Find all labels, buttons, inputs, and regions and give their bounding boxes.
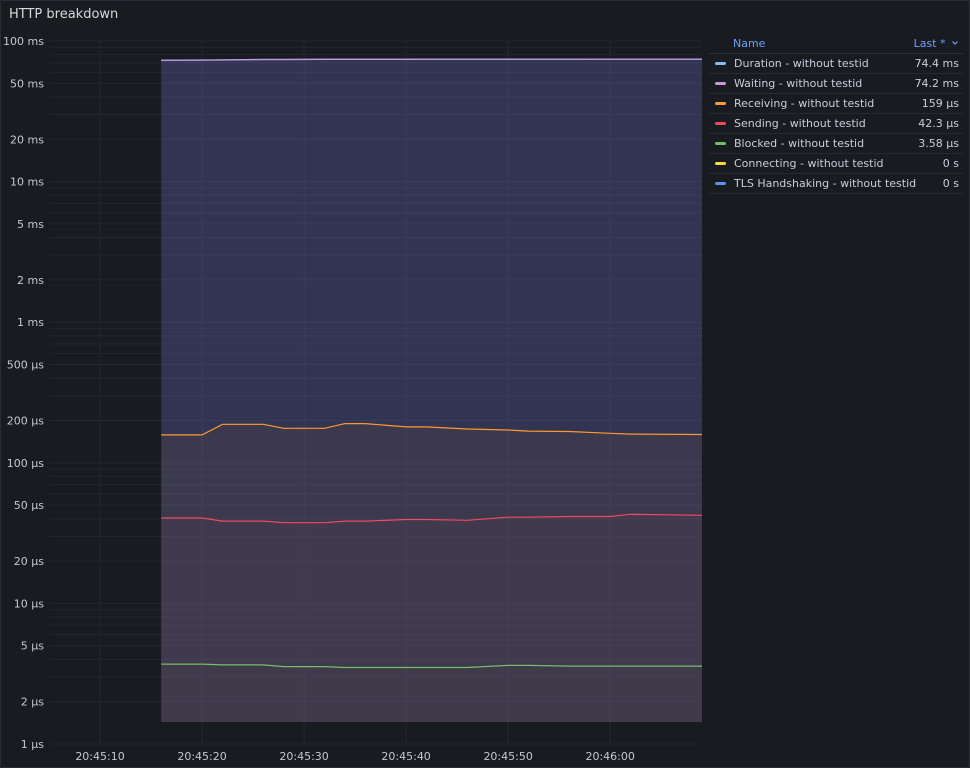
legend-series-name: Receiving - without testid bbox=[734, 97, 922, 110]
legend-name-name: TLS Handshaking bbox=[734, 177, 830, 190]
series-fill bbox=[161, 59, 702, 723]
legend-last-value: 159 µs bbox=[921, 97, 959, 110]
legend-series-name: Blocked - without testid bbox=[734, 137, 918, 150]
chart-grid bbox=[49, 40, 702, 745]
legend-name-sep: - bbox=[777, 137, 789, 150]
x-tick-label: 20:45:10 bbox=[75, 750, 124, 763]
chevron-down-icon bbox=[952, 40, 958, 45]
y-tick-label: 5 µs bbox=[21, 640, 44, 653]
x-tick-label: 20:45:20 bbox=[177, 750, 226, 763]
legend-name-suffix: without testid bbox=[788, 137, 865, 150]
y-tick-label: 500 µs bbox=[7, 359, 44, 372]
legend-series-name: Sending - without testid bbox=[734, 117, 918, 130]
legend-last-value: 0 s bbox=[942, 177, 959, 190]
legend-last-value: 0 s bbox=[942, 157, 959, 170]
legend-name-name: Blocked bbox=[734, 137, 778, 150]
legend-table: Name Last * Duration - without testid 74.… bbox=[709, 33, 963, 194]
legend-row[interactable]: Blocked - without testid 3.58 µs bbox=[709, 134, 963, 154]
legend-series-name: TLS Handshaking - without testid bbox=[734, 177, 943, 190]
x-tick-label: 20:46:00 bbox=[585, 750, 634, 763]
legend-name-sep: - bbox=[787, 97, 799, 110]
y-axis: 100 ms 50 ms 20 ms 10 ms 5 ms 2 ms 1 ms 500 µs 2… bbox=[3, 35, 44, 751]
legend-name-sep: - bbox=[796, 157, 808, 170]
legend-swatch bbox=[715, 122, 726, 125]
legend-name-name: Sending bbox=[734, 117, 779, 130]
legend-last-value: 74.4 ms bbox=[914, 57, 959, 70]
legend-last-label: Last * bbox=[913, 36, 946, 50]
legend-name-suffix: without testid bbox=[786, 77, 863, 90]
legend-name-name: Receiving bbox=[734, 97, 788, 110]
series-line bbox=[161, 663, 702, 669]
legend-swatch bbox=[715, 102, 726, 105]
y-tick-label: 5 ms bbox=[17, 218, 44, 231]
panel-title: HTTP breakdown bbox=[9, 7, 119, 22]
legend-name-name: Connecting bbox=[734, 157, 797, 170]
x-tick-label: 20:45:50 bbox=[483, 750, 532, 763]
legend-name-suffix: without testid bbox=[840, 177, 917, 190]
series-line bbox=[161, 58, 702, 61]
legend-series-name: Duration - without testid bbox=[734, 57, 915, 70]
legend-swatch bbox=[715, 162, 726, 165]
legend-name-header[interactable]: Name bbox=[733, 36, 766, 50]
x-axis: 20:45:10 20:45:20 20:45:30 20:45:40 20:45:50… bbox=[75, 750, 635, 763]
legend-name-sep: - bbox=[775, 77, 787, 90]
legend-last-value: 3.58 µs bbox=[918, 137, 959, 150]
y-tick-label: 50 ms bbox=[10, 77, 44, 90]
y-tick-label: 2 µs bbox=[21, 696, 44, 709]
series-fills bbox=[161, 59, 702, 723]
legend-last-value: 42.3 µs bbox=[918, 117, 959, 130]
legend-swatch bbox=[715, 62, 726, 65]
legend-name-sep: - bbox=[778, 117, 790, 130]
legend-swatch bbox=[715, 82, 726, 85]
legend-row[interactable]: Sending - without testid 42.3 µs bbox=[709, 114, 963, 134]
y-tick-label: 1 ms bbox=[17, 316, 44, 329]
series-line bbox=[161, 423, 703, 436]
series-lines bbox=[161, 58, 703, 669]
legend-name-sep: - bbox=[829, 177, 841, 190]
legend-row[interactable]: Waiting - without testid 74.2 ms bbox=[709, 74, 963, 94]
series-fill bbox=[161, 423, 702, 722]
y-tick-label: 100 µs bbox=[7, 457, 44, 470]
legend-series-name: Waiting - without testid bbox=[734, 77, 915, 90]
series-line bbox=[161, 513, 703, 524]
legend-last-header[interactable]: Last * bbox=[914, 37, 959, 50]
y-tick-label: 100 ms bbox=[3, 35, 44, 48]
legend-name-name: Waiting bbox=[734, 77, 776, 90]
series-fill bbox=[161, 664, 702, 722]
legend-swatch bbox=[715, 182, 726, 185]
y-tick-label: 10 ms bbox=[10, 176, 44, 189]
legend-swatch bbox=[715, 142, 726, 145]
legend-name-suffix: without testid bbox=[789, 117, 866, 130]
legend-row[interactable]: Connecting - without testid 0 s bbox=[709, 154, 963, 174]
y-tick-label: 50 µs bbox=[14, 499, 44, 512]
legend-name-name: Duration bbox=[734, 57, 782, 70]
legend-last-value: 74.2 ms bbox=[914, 77, 959, 90]
x-tick-label: 20:45:30 bbox=[279, 750, 328, 763]
y-tick-label: 200 µs bbox=[7, 414, 44, 427]
legend-header: Name Last * bbox=[709, 33, 963, 54]
legend-name-suffix: without testid bbox=[798, 97, 875, 110]
y-tick-label: 1 µs bbox=[21, 738, 44, 751]
legend-name-suffix: without testid bbox=[807, 157, 884, 170]
legend-row[interactable]: Duration - without testid 74.4 ms bbox=[709, 54, 963, 74]
legend-row[interactable]: Receiving - without testid 159 µs bbox=[709, 94, 963, 114]
x-tick-label: 20:45:40 bbox=[381, 750, 430, 763]
y-tick-label: 2 ms bbox=[17, 274, 44, 287]
y-tick-label: 20 ms bbox=[10, 133, 44, 146]
legend-name-sep: - bbox=[781, 57, 793, 70]
series-fill bbox=[161, 514, 702, 722]
y-tick-label: 20 µs bbox=[14, 555, 44, 568]
legend-row[interactable]: TLS Handshaking - without testid 0 s bbox=[709, 174, 963, 194]
y-tick-label: 10 µs bbox=[14, 597, 44, 610]
legend-name-suffix: without testid bbox=[792, 57, 869, 70]
legend-series-name: Connecting - without testid bbox=[734, 157, 943, 170]
